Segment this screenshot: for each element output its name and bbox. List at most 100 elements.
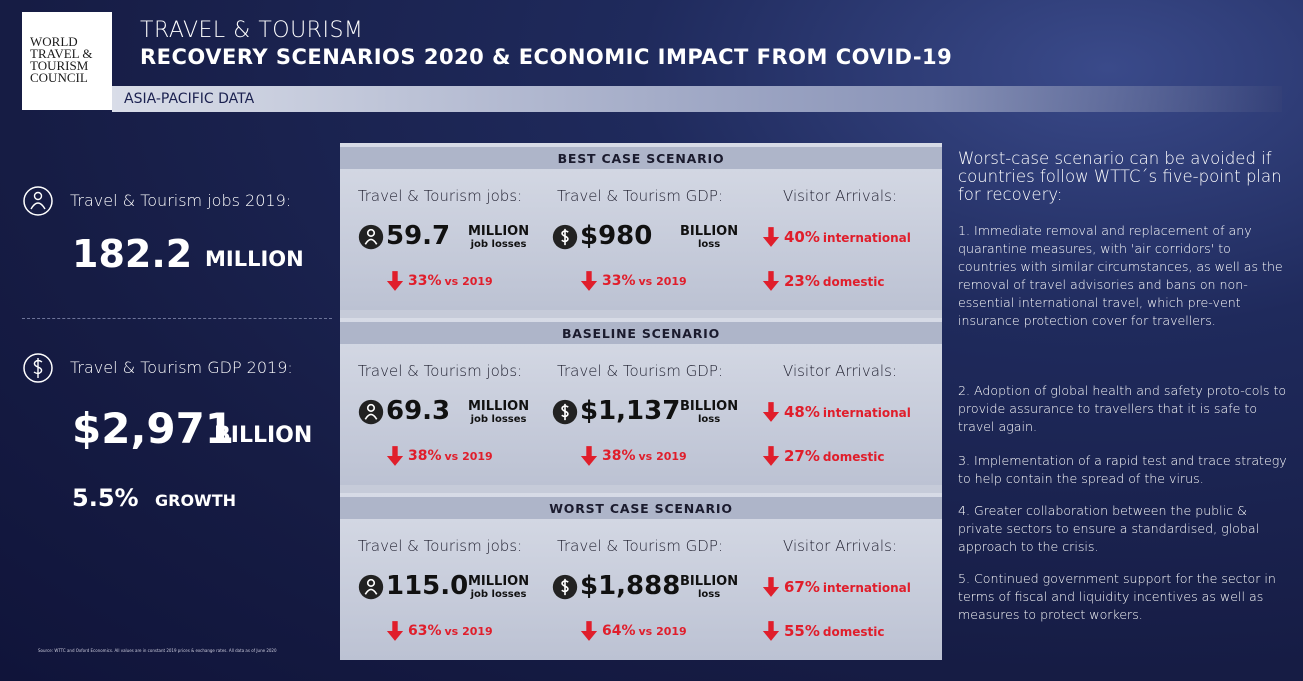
jobs-value: 69.3 <box>386 396 451 426</box>
gdp-change: 33% vs 2019 <box>602 273 687 289</box>
gdp-2019-label: Travel & Tourism GDP 2019: <box>70 358 293 377</box>
jobs-change: 63% vs 2019 <box>408 623 493 639</box>
jobs-note: job losses <box>470 239 527 250</box>
gdp-change: 38% vs 2019 <box>602 448 687 464</box>
jobs-2019-label: Travel & Tourism jobs 2019: <box>70 191 292 210</box>
jobs-change: 38% vs 2019 <box>408 448 493 464</box>
domestic-label: domestic <box>822 275 885 289</box>
gdp-value: $1,137 <box>580 396 681 426</box>
gdp-change-value: 33% <box>602 273 636 289</box>
arrivals-column: Visitor Arrivals: 67% international 55% dome… <box>740 537 940 657</box>
down-arrow <box>580 271 598 291</box>
jobs-column: Travel & Tourism jobs: 115.0 MILLION job lo… <box>340 537 540 657</box>
international-value: 40% <box>784 228 820 246</box>
gdp-change-value: 38% <box>602 448 636 464</box>
jobs-compare: vs 2019 <box>444 450 493 463</box>
scenario: WORST CASE SCENARIO Travel & Tourism jobs… <box>340 493 942 660</box>
gdp-2019-value: $2,971 <box>72 404 235 453</box>
jobs-column: Travel & Tourism jobs: 69.3 MILLION job los… <box>340 362 540 482</box>
logo: WORLD TRAVEL & TOURISM COUNCIL <box>22 12 112 110</box>
international-label: international <box>822 581 911 595</box>
logo-line: TOURISM <box>30 58 89 73</box>
domestic-label: domestic <box>822 625 885 639</box>
jobs-unit-text: MILLION <box>468 224 530 239</box>
jobs-icon <box>358 574 384 600</box>
down-arrow <box>762 446 780 466</box>
jobs-2019-unit: MILLION <box>205 247 304 271</box>
gdp-compare: vs 2019 <box>638 450 687 463</box>
gdp-unit-text: BILLION <box>680 574 739 589</box>
logo-line: COUNCIL <box>30 70 88 85</box>
domestic-value: 55% <box>784 622 820 640</box>
down-arrow <box>762 577 780 597</box>
gdp-label: Travel & Tourism GDP: <box>557 362 723 380</box>
gdp-column: Travel & Tourism GDP: $1,137 BILLION loss 38… <box>540 362 740 482</box>
gdp-label: Travel & Tourism GDP: <box>557 187 723 205</box>
scenario-panel: BEST CASE SCENARIO Travel & Tourism jobs:… <box>340 143 942 660</box>
scenario-title: WORST CASE SCENARIO <box>340 497 942 519</box>
jobs-unit: MILLION job losses <box>468 400 529 426</box>
down-arrow <box>580 621 598 641</box>
down-arrow <box>762 621 780 641</box>
header-subtitle: RECOVERY SCENARIOS 2020 & ECONOMIC IMPAC… <box>140 45 953 69</box>
gdp-change: 64% vs 2019 <box>602 623 687 639</box>
international-arrivals: 40% international <box>784 228 911 246</box>
domestic-label: domestic <box>822 450 885 464</box>
header-title: TRAVEL & TOURISM <box>140 18 364 43</box>
jobs-label: Travel & Tourism jobs: <box>357 537 523 555</box>
recovery-point: 5. Continued government support for the … <box>958 571 1276 622</box>
gdp-label: Travel & Tourism GDP: <box>557 537 723 555</box>
domestic-arrivals: 23% domestic <box>784 272 885 290</box>
gdp-unit-text: BILLION <box>680 224 739 239</box>
down-arrow <box>386 621 404 641</box>
gdp-2019-unit: BILLION <box>214 423 313 448</box>
international-label: international <box>822 231 911 245</box>
gdp-icon <box>552 224 578 250</box>
international-value: 67% <box>784 578 820 596</box>
jobs-label: Travel & Tourism jobs: <box>357 362 523 380</box>
jobs-icon <box>358 399 384 425</box>
arrivals-column: Visitor Arrivals: 48% international 27% dome… <box>740 362 940 482</box>
growth-label: GROWTH <box>155 491 237 510</box>
recovery-heading: Worst-case scenario can be avoided if co… <box>958 149 1282 204</box>
growth-value: 5.5% <box>72 484 139 512</box>
gdp-unit: BILLION loss <box>680 575 738 601</box>
arrivals-label: Visitor Arrivals: <box>783 187 897 205</box>
jobs-unit: MILLION job losses <box>468 225 529 251</box>
domestic-arrivals: 55% domestic <box>784 622 885 640</box>
gdp-note: loss <box>697 414 721 425</box>
jobs-note: job losses <box>470 589 527 600</box>
domestic-value: 23% <box>784 272 820 290</box>
jobs-icon <box>358 224 384 250</box>
gdp-unit: BILLION loss <box>680 400 738 426</box>
gdp-icon <box>23 353 53 383</box>
gdp-note: loss <box>697 589 721 600</box>
gdp-icon <box>552 574 578 600</box>
scenario: BASELINE SCENARIO Travel & Tourism jobs: 6… <box>340 318 942 485</box>
jobs-value: 115.0 <box>386 571 469 601</box>
recovery-point: 3. Implementation of a rapid test and tr… <box>958 453 1287 486</box>
gdp-note: loss <box>697 239 721 250</box>
recovery-point: 1. Immediate removal and replacement of … <box>958 223 1283 328</box>
source: Source: WTTC and Oxford Economics. All v… <box>38 648 277 653</box>
recovery-point: 4. Greater collaboration between the pub… <box>958 503 1260 554</box>
divider <box>22 318 332 319</box>
scenario-title: BEST CASE SCENARIO <box>340 147 942 169</box>
scenario: BEST CASE SCENARIO Travel & Tourism jobs:… <box>340 143 942 310</box>
jobs-value: 59.7 <box>386 221 451 251</box>
jobs-unit-text: MILLION <box>468 574 530 589</box>
arrivals-label: Visitor Arrivals: <box>783 537 897 555</box>
logo-line: WORLD <box>30 34 78 49</box>
gdp-compare: vs 2019 <box>638 275 687 288</box>
down-arrow <box>762 227 780 247</box>
jobs-note: job losses <box>470 414 527 425</box>
gdp-unit-text: BILLION <box>680 399 739 414</box>
international-value: 48% <box>784 403 820 421</box>
jobs-compare: vs 2019 <box>444 625 493 638</box>
jobs-change: 33% vs 2019 <box>408 273 493 289</box>
jobs-change-value: 63% <box>408 623 442 639</box>
logo-line: TRAVEL & <box>30 46 93 61</box>
gdp-column: Travel & Tourism GDP: $980 BILLION loss 33% v… <box>540 187 740 307</box>
region-band: ASIA-PACIFIC DATA <box>112 86 1282 112</box>
